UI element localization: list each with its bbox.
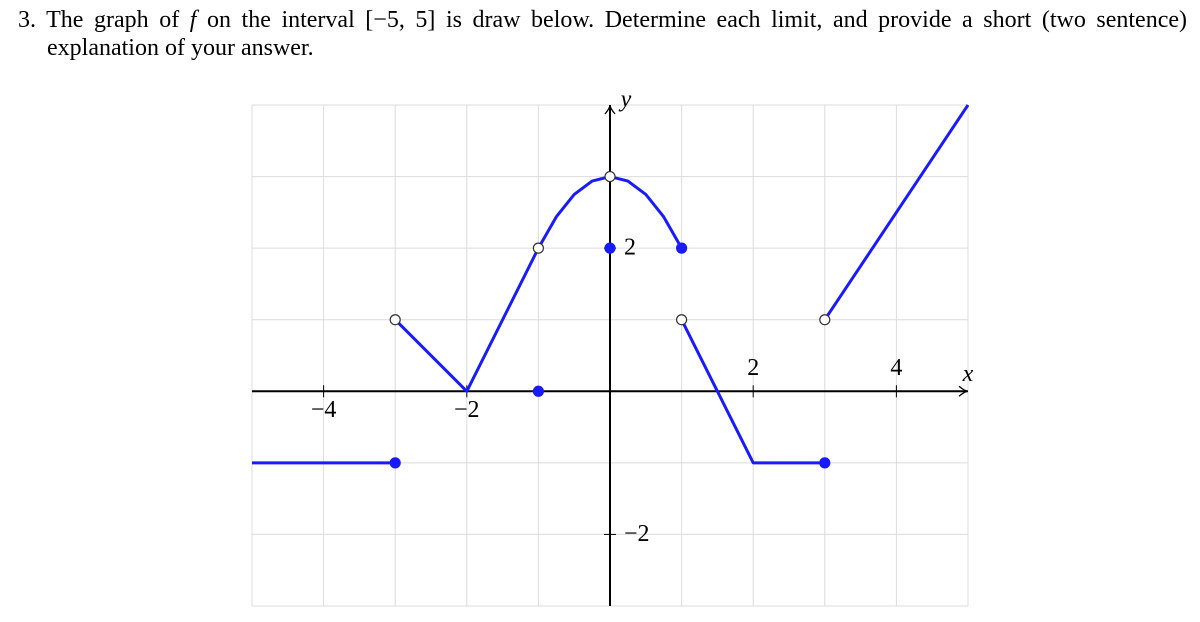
y-axis-label: y (619, 87, 632, 113)
problem-text: 3. The graph of f on the interval [−5, 5… (18, 6, 1187, 62)
math-var: f (189, 7, 197, 33)
closed-point (819, 457, 831, 469)
text: on the interval [−5, 5] is draw below. D… (47, 7, 1187, 61)
function-graph (252, 104, 970, 465)
open-point (604, 170, 616, 183)
x-tick-label: −4 (311, 397, 337, 423)
x-arrow (958, 385, 969, 397)
y-arrow (604, 104, 616, 115)
open-point (389, 314, 401, 326)
x-axis-label: x (962, 361, 974, 387)
x-tick-label: 4 (890, 355, 902, 381)
x-tick-label: −2 (454, 397, 480, 423)
closed-point (604, 242, 616, 254)
y-tick-label: 2 (624, 235, 636, 261)
y-tick-label: −2 (624, 521, 650, 547)
x-tick-label: 2 (747, 355, 759, 381)
closed-point (389, 457, 401, 469)
open-point (675, 314, 688, 326)
open-point (532, 242, 545, 254)
open-point (819, 314, 831, 326)
closed-point (532, 385, 545, 397)
text: 3. The graph of (18, 7, 190, 33)
closed-point (675, 242, 688, 254)
